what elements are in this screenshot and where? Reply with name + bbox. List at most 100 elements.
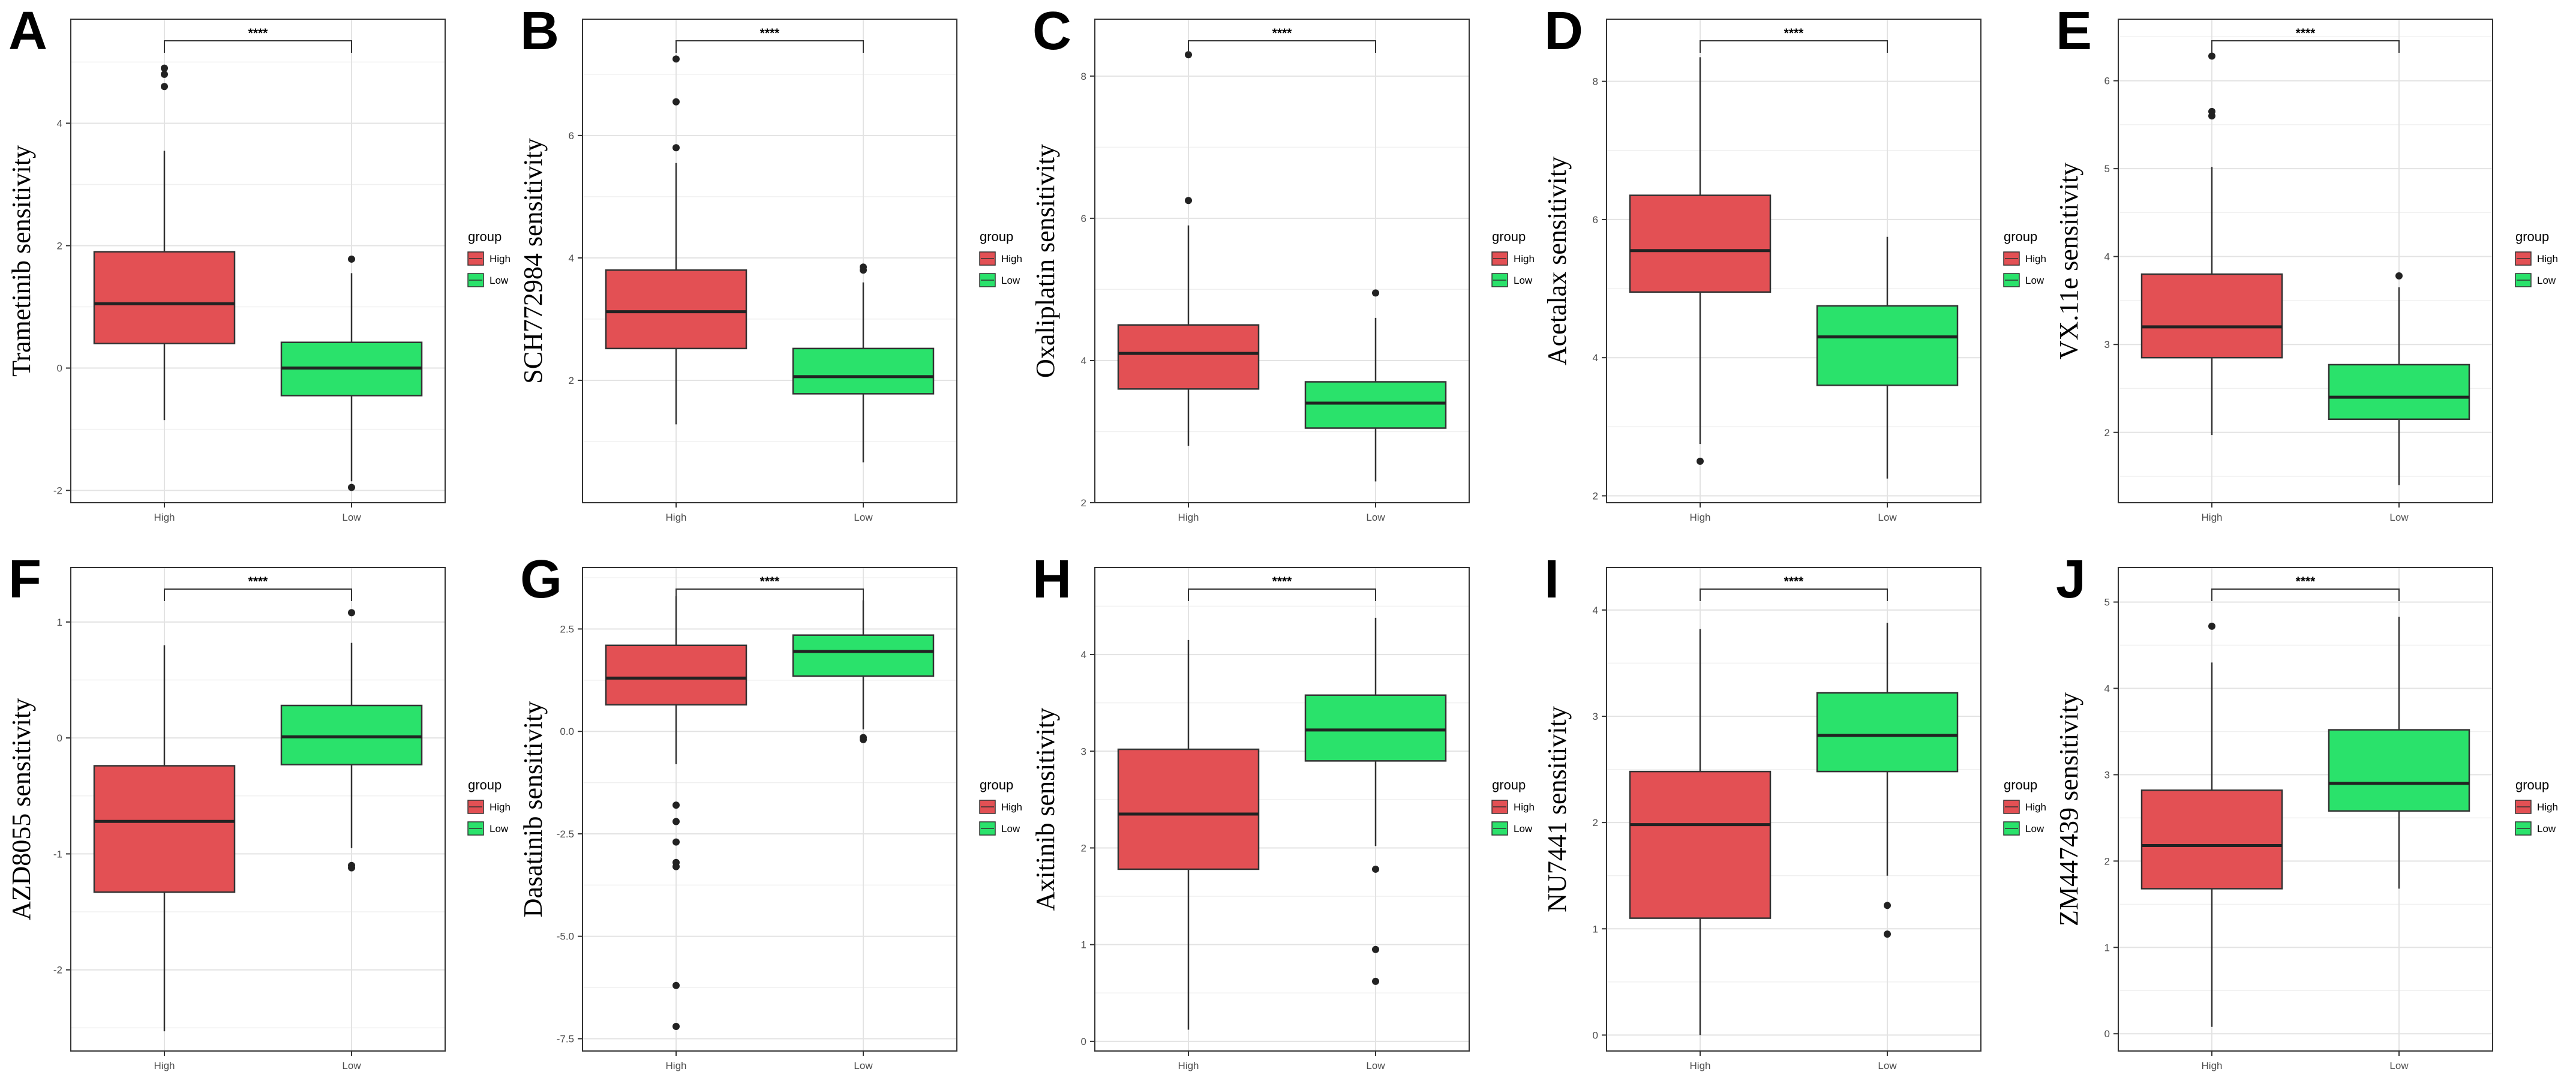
box-low [792, 263, 935, 463]
plot-border [1094, 19, 1470, 503]
legend: group High Low [2515, 229, 2558, 287]
y-tick-label: 3 [1081, 746, 1086, 757]
y-tick-label: 1 [1081, 939, 1086, 951]
legend-title: group [1492, 229, 1526, 244]
significance-label: **** [248, 575, 269, 588]
y-tick-label: 0 [1593, 1029, 1598, 1041]
significance-label: **** [1272, 575, 1293, 588]
box-body [1304, 381, 1447, 429]
outlier-point [1697, 457, 1704, 465]
box-low [1816, 236, 1959, 479]
box-high [2140, 622, 2283, 1027]
y-axis-label: ZM447439 sensitivity [2054, 692, 2083, 926]
panel-letter: A [8, 1, 47, 61]
significance-label: **** [2296, 575, 2316, 588]
x-tick-label: Low [342, 512, 361, 523]
y-axis-label: VX.11e sensitivity [2054, 163, 2083, 359]
legend-label-low: Low [2537, 275, 2556, 286]
y-axis-label: Acetalax sensitivity [1542, 157, 1572, 365]
y-tick-label: 2.5 [560, 623, 574, 635]
y-tick-label: 2 [569, 375, 574, 386]
outlier-point [672, 1023, 680, 1031]
legend-label-high: High [490, 801, 511, 813]
x-tick-label: Low [2389, 512, 2409, 523]
y-tick-label: -5.0 [557, 931, 574, 942]
box-low [1816, 623, 1959, 938]
box-low [1304, 289, 1447, 482]
panel-f: -2 -1 0 1 High Low **** AZD8055 sensitivity Fgro… [7, 549, 511, 1071]
x-tick-label: Low [854, 512, 873, 523]
legend-label-high: High [2025, 253, 2046, 265]
x-tick-label: High [666, 512, 687, 523]
box-high [1629, 629, 1772, 1035]
plot-background [1095, 19, 1469, 503]
legend-label-high: High [1001, 253, 1022, 265]
legend-label-low: Low [1001, 823, 1020, 834]
y-tick-label: 6 [2104, 76, 2110, 87]
plot-border [2118, 19, 2493, 503]
legend-title: group [2515, 229, 2549, 244]
legend: group High Low [467, 229, 511, 287]
significance-label: **** [1784, 575, 1805, 588]
box-body [1629, 770, 1772, 919]
significance-bracket [2211, 588, 2400, 601]
x-tick-label: High [1690, 512, 1711, 523]
x-tick-label: Low [342, 1060, 361, 1071]
significance-label: **** [2296, 26, 2316, 40]
legend: group High Low [1491, 229, 1535, 287]
y-tick-label: 6 [1081, 213, 1086, 224]
outlier-point [2208, 107, 2215, 115]
panel-d: 2 4 6 8 High Low **** Acetalax sensitivity Dgrou… [1542, 1, 2046, 523]
legend: group High Low [467, 777, 511, 836]
y-tick-label: 1 [2104, 942, 2110, 953]
plot-border [582, 19, 957, 503]
panel-c: 2 4 6 8 High Low **** Oxaliplatin sensitivity Cg… [1031, 1, 1535, 523]
y-tick-label: 4 [1081, 355, 1086, 367]
y-tick-label: 0.0 [560, 726, 574, 737]
legend-label-high: High [2537, 253, 2558, 265]
legend-title: group [980, 777, 1013, 792]
panel-letter: I [1544, 549, 1559, 609]
y-tick-label: 4 [2104, 683, 2110, 695]
y-tick-label: 6 [569, 130, 574, 142]
legend-label-low: Low [2537, 823, 2556, 834]
significance-bracket [1188, 40, 1376, 53]
outlier-point [1185, 197, 1192, 205]
y-tick-label: -2 [53, 485, 62, 497]
panel-letter: C [1032, 1, 1071, 61]
significance-bracket [1700, 40, 1888, 53]
plot-border [1606, 567, 1981, 1052]
y-tick-label: -1 [53, 848, 62, 860]
box-body [93, 765, 236, 893]
significance-bracket [675, 40, 864, 53]
y-tick-label: 2 [2104, 855, 2110, 867]
panel-letter: D [1544, 1, 1583, 61]
significance-bracket [1188, 588, 1376, 601]
outlier-point [672, 801, 680, 809]
significance-label: **** [248, 26, 269, 40]
significance-label: **** [760, 26, 780, 40]
significance-bracket [1700, 588, 1888, 601]
legend-label-high: High [490, 253, 511, 265]
panel-a: -2 0 2 4 High Low **** Trametinib sensitivity Ag… [7, 1, 511, 523]
panel-i: 0 1 2 3 4 High Low **** NU7441 sensitivity Igroup… [1542, 549, 2046, 1071]
x-tick-label: Low [1878, 512, 1897, 523]
plot-border [582, 567, 957, 1052]
box-high [1629, 57, 1772, 465]
y-tick-label: 8 [1081, 71, 1086, 82]
box-body [2140, 789, 2283, 890]
panel-letter: G [520, 549, 562, 609]
legend-title: group [1492, 777, 1526, 792]
y-tick-label: 4 [2104, 251, 2110, 263]
outlier-point [672, 55, 680, 63]
outlier-point [1372, 289, 1379, 297]
outlier-point [2395, 272, 2403, 280]
outlier-point [348, 255, 355, 263]
outlier-point [161, 70, 168, 78]
box-body [2328, 364, 2470, 421]
outlier-point [348, 864, 355, 872]
y-tick-label: 5 [2104, 597, 2110, 608]
panel-letter: J [2056, 549, 2086, 609]
y-axis-label: Dasatinib sensitivity [518, 701, 548, 918]
y-tick-label: 3 [2104, 339, 2110, 350]
